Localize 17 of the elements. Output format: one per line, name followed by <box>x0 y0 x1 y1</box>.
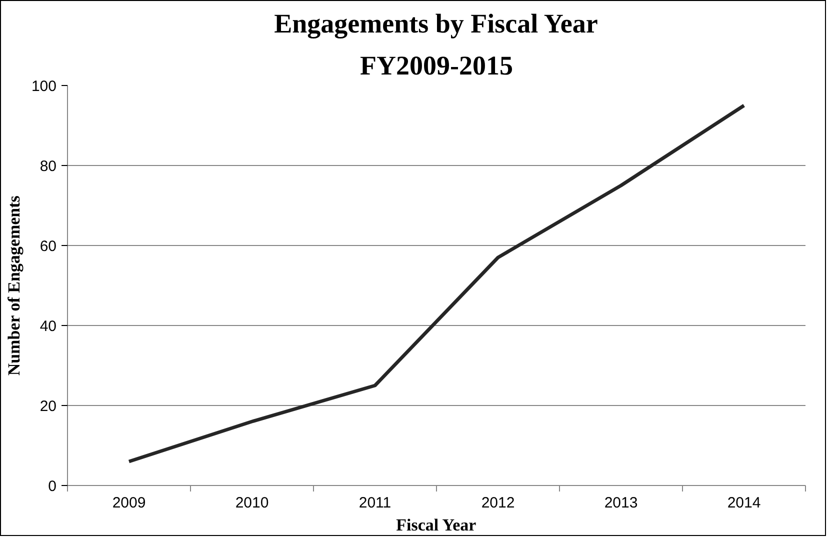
y-tick-label: 100 <box>31 78 57 95</box>
y-tick-label: 0 <box>48 478 56 495</box>
x-tick-label: 2014 <box>727 494 761 512</box>
x-tick-label: 2009 <box>112 494 146 512</box>
y-axis-title: Number of Engagements <box>4 195 24 376</box>
chart-title: Engagements by Fiscal Year <box>274 8 598 38</box>
y-tick-label: 80 <box>40 158 57 175</box>
x-tick-label: 2013 <box>604 494 638 512</box>
x-tick-label: 2011 <box>358 494 392 512</box>
line-series <box>127 104 746 464</box>
x-tick-label: 2010 <box>235 494 269 512</box>
chart-subtitle: FY2009-2015 <box>360 50 513 80</box>
x-tick-label: 2012 <box>481 494 515 512</box>
x-axis-title: Fiscal Year <box>396 516 477 534</box>
y-tick-label: 20 <box>40 398 57 415</box>
y-tick-label: 40 <box>40 318 57 335</box>
y-tick-label: 60 <box>40 238 57 255</box>
